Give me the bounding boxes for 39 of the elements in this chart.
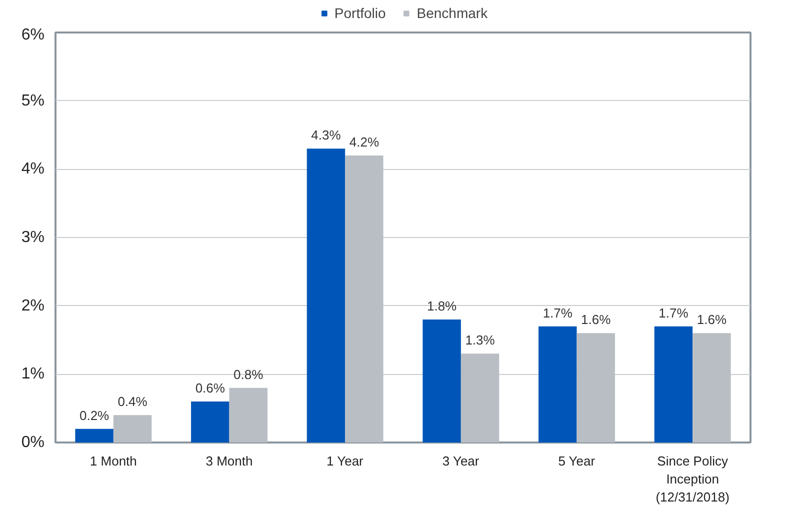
bar xyxy=(229,388,268,442)
bar xyxy=(345,156,384,442)
data-label: 1.6% xyxy=(581,312,612,328)
bar xyxy=(422,320,461,442)
legend-label: Benchmark xyxy=(416,5,488,21)
bar xyxy=(538,326,577,442)
x-tick-label: 1 Month xyxy=(90,454,137,468)
data-label: 1.7% xyxy=(542,305,573,320)
y-tick-label: 5% xyxy=(21,92,44,110)
x-tick-label: 5 Year xyxy=(558,454,596,468)
bar xyxy=(692,333,731,442)
data-label: 0.2% xyxy=(79,408,110,423)
data-label: 1.8% xyxy=(426,298,458,314)
data-label: 1.3% xyxy=(465,332,496,348)
bar xyxy=(113,415,152,442)
bar xyxy=(306,148,346,442)
data-label: 0.6% xyxy=(195,380,226,396)
legend-label: Portfolio xyxy=(334,5,386,21)
y-tick-label: 4% xyxy=(21,160,44,178)
bar xyxy=(460,354,500,442)
x-tick-label: 3 Month xyxy=(206,454,253,468)
data-label: 0.8% xyxy=(234,366,264,382)
y-tick-label: 1% xyxy=(21,366,44,383)
bar xyxy=(191,402,230,442)
data-label: 4.2% xyxy=(349,134,380,150)
data-label: 0.4% xyxy=(118,394,148,410)
data-label: 1.6% xyxy=(696,312,727,328)
x-tick-label: 1 Year xyxy=(326,454,364,468)
bar xyxy=(654,326,693,442)
data-label: 4.3% xyxy=(311,128,342,143)
x-tick-label: 3 Year xyxy=(442,454,480,468)
y-tick-label: 0% xyxy=(21,434,44,451)
bar xyxy=(75,428,114,442)
data-label: 1.7% xyxy=(658,305,689,320)
bar xyxy=(576,333,615,442)
y-tick-label: 3% xyxy=(21,229,44,246)
y-tick-label: 2% xyxy=(21,297,44,314)
y-tick-label: 6% xyxy=(21,26,44,44)
x-tick-label: Since Policy Inception (12/31/2018) xyxy=(656,454,730,504)
